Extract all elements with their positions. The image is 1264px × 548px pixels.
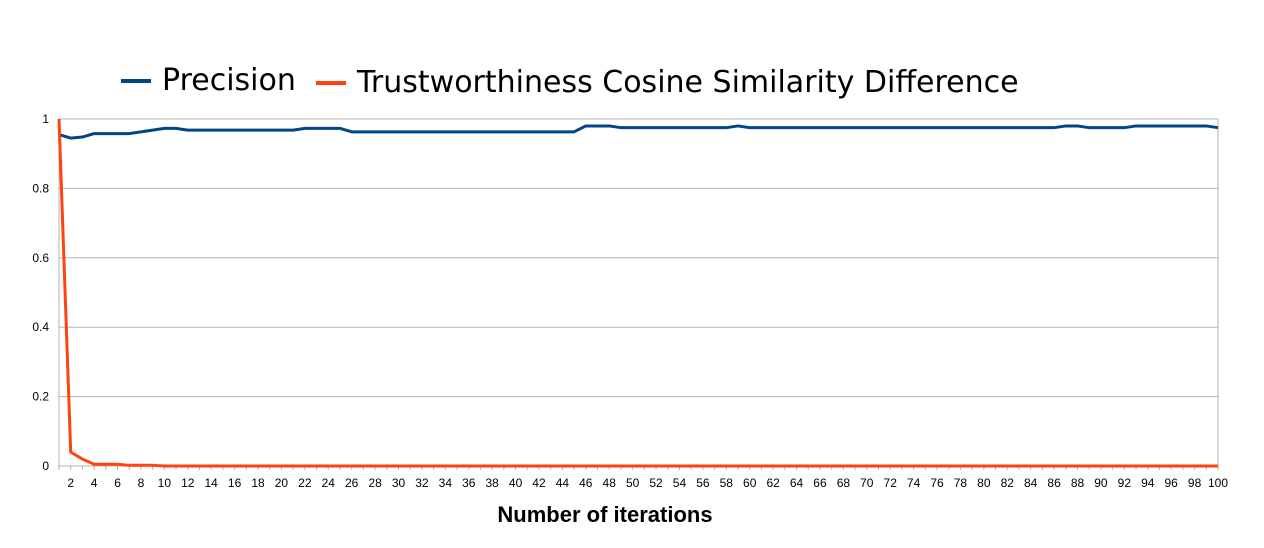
x-tick-label: 70 — [860, 476, 874, 490]
x-tick-label: 34 — [439, 476, 453, 490]
x-tick-label: 42 — [532, 476, 546, 490]
x-tick-label: 82 — [1001, 476, 1015, 490]
x-tick-label: 10 — [158, 476, 172, 490]
y-tick-label: 0.2 — [32, 390, 49, 404]
x-tick-label: 18 — [251, 476, 265, 490]
x-tick-label: 22 — [298, 476, 312, 490]
y-axis-ticks: 0 0.2 0.4 0.6 0.8 1 — [32, 112, 49, 473]
y-tick-label: 0.4 — [32, 320, 49, 334]
x-tick-label: 24 — [322, 476, 336, 490]
x-axis-title: Number of iterations — [497, 502, 712, 527]
series-line-trustworthiness — [57, 118, 1218, 468]
x-tick-label: 32 — [415, 476, 429, 490]
x-tick-label: 40 — [509, 476, 523, 490]
x-tick-label: 54 — [673, 476, 687, 490]
x-tick-label: 28 — [368, 476, 382, 490]
x-tick-label: 88 — [1071, 476, 1085, 490]
x-tick-label: 74 — [907, 476, 921, 490]
x-tick-label: 100 — [1208, 476, 1228, 490]
y-tick-label: 0.6 — [32, 251, 49, 265]
y-tick-label: 1 — [42, 112, 49, 126]
x-tick-label: 58 — [720, 476, 734, 490]
x-tick-label: 46 — [579, 476, 593, 490]
legend: Precision Trustworthiness Cosine Similar… — [121, 63, 1019, 100]
legend-label-precision: Precision — [162, 63, 296, 98]
x-tick-label: 90 — [1094, 476, 1108, 490]
x-tick-label: 38 — [485, 476, 499, 490]
x-tick-label: 68 — [837, 476, 851, 490]
x-tick-label: 16 — [228, 476, 242, 490]
x-tick-label: 6 — [114, 476, 121, 490]
y-tick-label: 0 — [42, 459, 49, 473]
x-tick-label: 78 — [954, 476, 968, 490]
x-tick-label: 30 — [392, 476, 406, 490]
gridlines — [58, 118, 1219, 467]
x-tick-label: 14 — [205, 476, 219, 490]
x-tick-label: 86 — [1047, 476, 1061, 490]
x-tick-label: 20 — [275, 476, 289, 490]
x-tick-label: 50 — [626, 476, 640, 490]
x-tick-label: 62 — [766, 476, 780, 490]
x-tick-label: 72 — [884, 476, 898, 490]
x-tick-label: 96 — [1164, 476, 1178, 490]
x-tick-label: 98 — [1188, 476, 1202, 490]
x-tick-label: 76 — [930, 476, 944, 490]
legend-label-trustworthiness: Trustworthiness Cosine Similarity Differ… — [356, 65, 1019, 100]
x-tick-label: 66 — [813, 476, 827, 490]
x-tick-label: 52 — [649, 476, 663, 490]
x-tick-label: 80 — [977, 476, 991, 490]
x-tick-label: 92 — [1118, 476, 1132, 490]
x-tick-label: 12 — [181, 476, 195, 490]
x-tick-label: 26 — [345, 476, 359, 490]
series-lines — [57, 118, 1219, 468]
x-tick-label: 4 — [91, 476, 98, 490]
x-tick-label: 64 — [790, 476, 804, 490]
x-tick-label: 8 — [138, 476, 145, 490]
y-tick-label: 0.8 — [32, 181, 49, 195]
x-tick-label: 48 — [603, 476, 617, 490]
x-tick-label: 36 — [462, 476, 476, 490]
x-tick-label: 2 — [67, 476, 74, 490]
x-tick-label: 56 — [696, 476, 710, 490]
x-tick-label: 60 — [743, 476, 757, 490]
x-tick-label: 44 — [556, 476, 570, 490]
series-line-precision — [58, 124, 1219, 140]
x-tick-label: 84 — [1024, 476, 1038, 490]
x-axis-ticks: 2 4 6 8 10 12 14 16 18 20 22 24 26 28 30 32 34 36 38 40 42 44… — [58, 466, 1228, 490]
x-tick-label: 94 — [1141, 476, 1155, 490]
